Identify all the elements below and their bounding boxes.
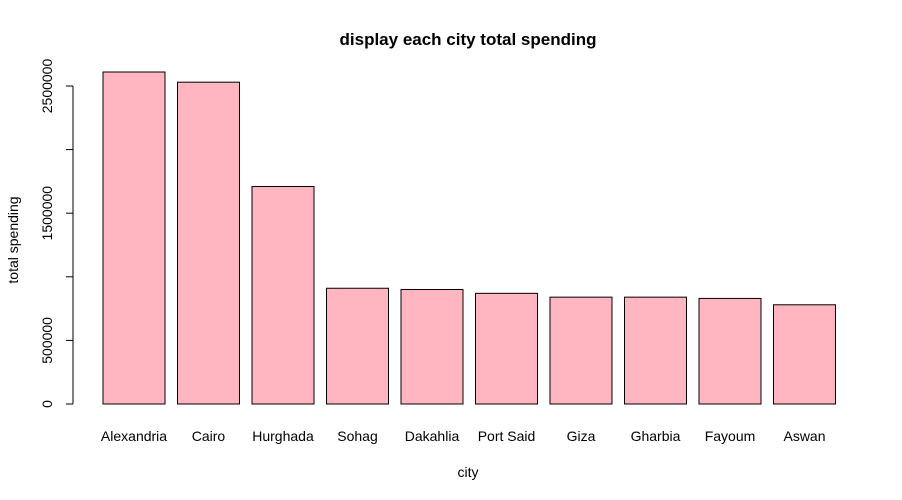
y-axis-label: total spending xyxy=(5,196,21,283)
bars-group xyxy=(102,71,836,405)
x-tick-label: Giza xyxy=(567,428,596,444)
bar xyxy=(177,81,240,405)
x-tick-label: Dakahlia xyxy=(405,428,460,444)
y-tick-label: 2500000 xyxy=(39,59,55,114)
x-tick-label: Sohag xyxy=(337,428,377,444)
x-tick-label: Aswan xyxy=(783,428,825,444)
bar xyxy=(400,289,464,405)
bar xyxy=(624,296,687,405)
bar xyxy=(698,297,762,405)
bar xyxy=(102,71,166,405)
bar xyxy=(326,287,389,405)
category-labels: Alexandria Cairo Hurghada Sohag Dakahlia Port… xyxy=(101,428,826,444)
y-tick-label: 1500000 xyxy=(39,186,55,241)
y-tick-label: 500000 xyxy=(39,317,55,364)
x-tick-label: Alexandria xyxy=(101,428,167,444)
y-tick-label: 0 xyxy=(39,400,55,408)
x-tick-label: Gharbia xyxy=(631,428,681,444)
bar xyxy=(251,185,315,405)
bar xyxy=(475,292,538,405)
chart-title: display each city total spending xyxy=(340,30,597,49)
x-tick-label: Hurghada xyxy=(252,428,314,444)
x-tick-label: Fayoum xyxy=(705,428,756,444)
x-axis-label: city xyxy=(458,464,479,480)
bar xyxy=(773,304,836,405)
x-tick-label: Cairo xyxy=(192,428,226,444)
x-tick-label: Port Said xyxy=(478,428,536,444)
y-axis: 0 500000 1500000 2500000 xyxy=(39,59,74,408)
bar xyxy=(549,296,613,405)
